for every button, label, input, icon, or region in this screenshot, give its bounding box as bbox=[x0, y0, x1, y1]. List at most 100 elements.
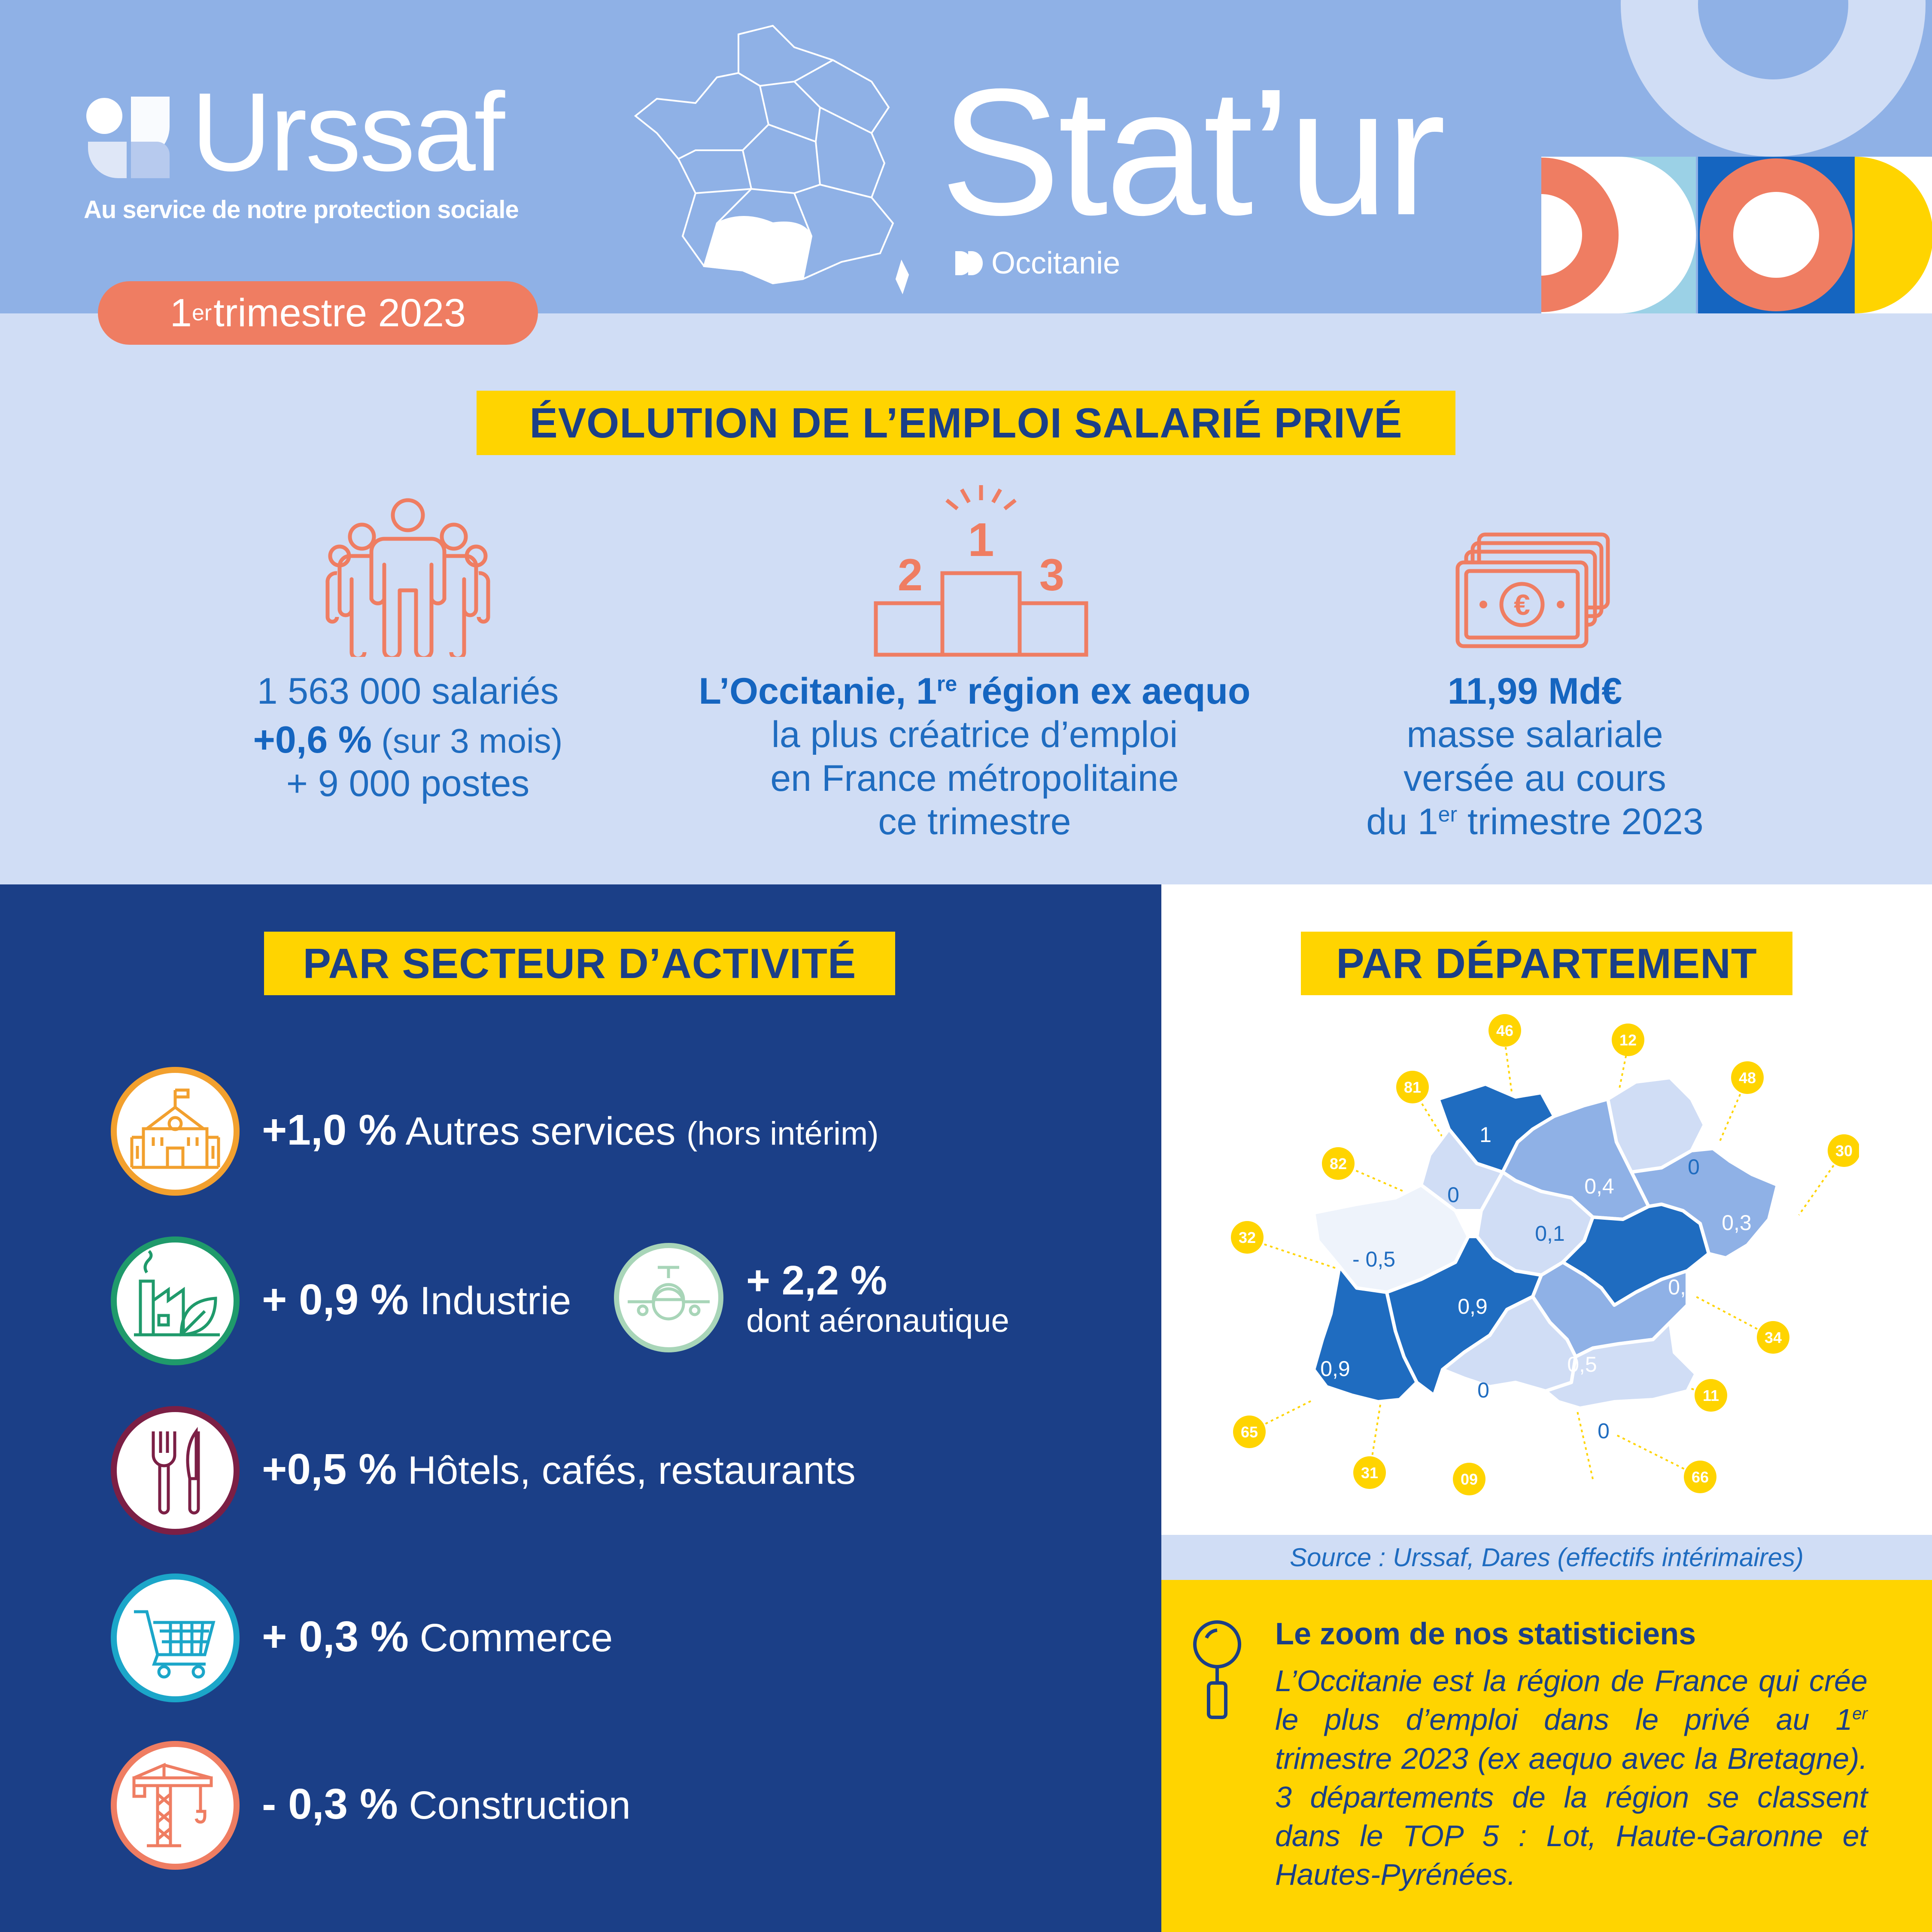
sector-value: +0,5 % bbox=[262, 1445, 397, 1493]
ranking-bold-a: L’Occitanie, 1 bbox=[699, 671, 937, 712]
evolution-title: ÉVOLUTION DE L’EMPLOI SALARIÉ PRIVÉ bbox=[477, 391, 1455, 455]
shopping-cart-icon bbox=[134, 1610, 216, 1679]
publication-title: Stat’ur bbox=[940, 52, 1446, 253]
payroll-period-sup: er bbox=[1438, 802, 1458, 826]
zoom-body-sup: er bbox=[1852, 1704, 1868, 1723]
dept-code-09: 09 bbox=[1461, 1470, 1478, 1488]
dept-code-31: 31 bbox=[1361, 1464, 1378, 1482]
dept-value-12: 0,4 bbox=[1584, 1174, 1614, 1198]
period-badge: 1 er trimestre 2023 bbox=[98, 281, 538, 345]
sector-value: + 0,9 % bbox=[262, 1276, 409, 1324]
brand-tagline: Au service de notre protection sociale bbox=[84, 196, 519, 224]
payroll-amount: 11,99 Md€ bbox=[1447, 671, 1622, 712]
dept-value-48: 0 bbox=[1688, 1155, 1700, 1179]
dept-value-32: - 0,5 bbox=[1352, 1247, 1395, 1271]
sector-note: (hors intérim) bbox=[687, 1115, 879, 1152]
sector-row-services: +1,0 % Autres services (hors intérim) bbox=[262, 1106, 879, 1155]
dept-value-46: 1 bbox=[1479, 1123, 1492, 1147]
dept-value-09: 0 bbox=[1477, 1378, 1489, 1402]
aero-label: dont aéronautique bbox=[746, 1303, 1009, 1339]
magnifier-icon bbox=[1193, 1620, 1241, 1719]
kpi-payroll: 11,99 Md€ masse salariale versée au cour… bbox=[1288, 670, 1782, 844]
growth-period: (sur 3 mois) bbox=[371, 722, 563, 760]
department-title: PAR DÉPARTEMENT bbox=[1301, 932, 1792, 995]
sector-row-commerce: + 0,3 % Commerce bbox=[262, 1612, 613, 1662]
airplane-icon bbox=[628, 1266, 710, 1321]
ranking-bold-b: région ex aequo bbox=[957, 671, 1251, 712]
sector-label: Hôtels, cafés, restaurants bbox=[397, 1449, 856, 1492]
growth-value: +0,6 % bbox=[253, 718, 372, 761]
dept-code-34: 34 bbox=[1765, 1329, 1782, 1346]
kpi-payroll-line4: du 1er trimestre 2023 bbox=[1288, 800, 1782, 844]
kpi-payroll-line3: versée au cours bbox=[1403, 757, 1666, 799]
dept-value-30: 0,3 bbox=[1722, 1211, 1752, 1235]
zoom-body: L’Occitanie est la région de France qui … bbox=[1275, 1662, 1868, 1894]
aero-value: + 2,2 % bbox=[746, 1258, 887, 1303]
sector-label: Commerce bbox=[408, 1616, 613, 1660]
podium-third: 3 bbox=[1039, 550, 1064, 600]
urssaf-logo-icon bbox=[86, 97, 170, 178]
sector-row-industry: + 0,9 % Industrie bbox=[262, 1275, 571, 1324]
kpi-ranking-line4: ce trimestre bbox=[878, 801, 1071, 843]
ranking-sup: re bbox=[936, 671, 957, 696]
region-name: Occitanie bbox=[991, 246, 1121, 280]
source-note: Source : Urssaf, Dares (effectifs intéri… bbox=[1161, 1535, 1932, 1580]
dept-code-30: 30 bbox=[1835, 1142, 1853, 1160]
sector-title: PAR SECTEUR D’ACTIVITÉ bbox=[264, 932, 895, 995]
dept-code-65: 65 bbox=[1241, 1423, 1258, 1441]
brand-name: Urssaf bbox=[191, 70, 505, 194]
dept-code-82: 82 bbox=[1330, 1155, 1347, 1173]
dept-value-34: 0,7 bbox=[1668, 1275, 1698, 1299]
podium-second: 2 bbox=[898, 550, 923, 600]
sector-label: Industrie bbox=[408, 1279, 571, 1323]
sector-icon-commerce bbox=[111, 1574, 240, 1702]
dept-code-32: 32 bbox=[1239, 1229, 1256, 1246]
zoom-body-a: L’Occitanie est la région de France qui … bbox=[1275, 1664, 1868, 1737]
france-regions-map bbox=[634, 24, 909, 295]
sector-value: - 0,3 % bbox=[262, 1780, 398, 1828]
kpi-employees-growth: +0,6 % (sur 3 mois) bbox=[163, 717, 653, 762]
sector-row-aero: + 2,2 % dont aéronautique bbox=[746, 1260, 1009, 1340]
kpi-payroll-value: 11,99 Md€ bbox=[1288, 670, 1782, 713]
sector-label: Construction bbox=[398, 1783, 631, 1827]
zoom-panel bbox=[1161, 1580, 1932, 1932]
sector-row-construction: - 0,3 % Construction bbox=[262, 1780, 631, 1829]
dept-value-31: 0,9 bbox=[1458, 1294, 1488, 1318]
people-group-icon bbox=[325, 498, 490, 657]
kpi-employees-jobs: + 9 000 postes bbox=[286, 763, 530, 805]
banknotes-euro-icon: € bbox=[1455, 532, 1610, 648]
svg-text:€: € bbox=[1514, 589, 1530, 621]
dept-value-65: 0,9 bbox=[1320, 1357, 1350, 1381]
dept-code-66: 66 bbox=[1692, 1468, 1709, 1486]
podium-icon: 1 2 3 bbox=[874, 485, 1088, 657]
dept-code-11: 11 bbox=[1703, 1387, 1719, 1404]
sector-icon-hospitality bbox=[111, 1406, 240, 1535]
sector-icon-construction bbox=[111, 1741, 240, 1870]
kpi-ranking-line2: la plus créatrice d’emploi bbox=[771, 714, 1178, 756]
crane-icon bbox=[132, 1762, 213, 1847]
kpi-ranking-headline: L’Occitanie, 1re région ex aequo bbox=[623, 670, 1327, 713]
sector-icon-industry bbox=[111, 1236, 240, 1365]
period-text: trimestre 2023 bbox=[213, 291, 466, 335]
kpi-ranking-line3: en France métropolitaine bbox=[770, 757, 1179, 799]
dept-code-12: 12 bbox=[1619, 1031, 1637, 1049]
dept-code-81: 81 bbox=[1404, 1078, 1421, 1096]
kpi-employees: 1 563 000 salariés +0,6 % (sur 3 mois) +… bbox=[163, 670, 653, 806]
dept-code-46: 46 bbox=[1496, 1022, 1513, 1039]
kpi-ranking: L’Occitanie, 1re région ex aequo la plus… bbox=[623, 670, 1327, 844]
header-banner: Urssaf Au service de notre protection so… bbox=[0, 0, 1932, 313]
dept-code-48: 48 bbox=[1739, 1069, 1756, 1087]
payroll-period-b: trimestre 2023 bbox=[1457, 801, 1704, 843]
factory-leaf-icon bbox=[134, 1250, 220, 1337]
sector-icon-aero bbox=[614, 1243, 723, 1352]
zoom-body-b: trimestre 2023 (ex aequo avec la Bretagn… bbox=[1275, 1741, 1868, 1892]
region-label-row: Occitanie bbox=[955, 246, 1120, 281]
kpi-employees-count: 1 563 000 salariés bbox=[257, 671, 559, 712]
occitanie-department-map: 1 0,4 0 0,3 0,1 0 - 0,5 0,7 0,9 0,9 0,5 … bbox=[1231, 1014, 1859, 1495]
period-number: 1 bbox=[170, 291, 192, 335]
region-marker-icon bbox=[955, 251, 983, 275]
kpi-payroll-line2: masse salariale bbox=[1406, 714, 1663, 756]
sector-value: + 0,3 % bbox=[262, 1613, 409, 1661]
dept-value-11: 0,5 bbox=[1567, 1352, 1597, 1376]
school-building-icon bbox=[130, 1088, 220, 1169]
